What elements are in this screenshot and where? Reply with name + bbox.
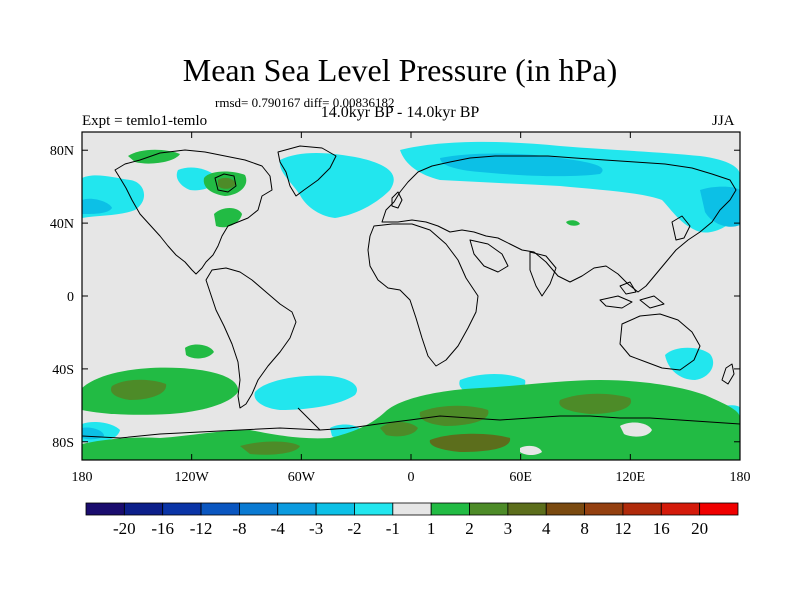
colorbar-label: 4 xyxy=(542,519,551,538)
colorbar-swatch xyxy=(507,502,547,516)
lat-tick-label: 40N xyxy=(50,217,74,232)
coastline-africa xyxy=(367,223,479,367)
colorbar-swatch xyxy=(545,502,585,516)
lat-tick-label: 80N xyxy=(50,144,74,159)
axis-ticks: 180 120W 60W 0 60E 120E 180 80N 40N 0 40S 80S xyxy=(50,132,751,485)
coastline-maritime xyxy=(599,281,665,309)
colorbar: -20 -16 -12 -8 -4 -3 -2 -1 1 2 3 4 8 12 16 20 xyxy=(85,502,739,538)
colorbar-swatch xyxy=(392,502,432,516)
gap-antarctic-2 xyxy=(520,445,542,455)
colorbar-swatch xyxy=(660,502,701,516)
negative-anomaly-north-atlantic xyxy=(279,153,394,218)
positive-anomaly-central-asia xyxy=(566,220,580,226)
colorbar-swatch xyxy=(277,502,317,516)
colorbar-label: 20 xyxy=(691,519,708,538)
lon-tick-label: 180 xyxy=(72,470,93,485)
colorbar-label: -1 xyxy=(386,519,400,538)
colorbar-swatch xyxy=(469,502,509,516)
positive-anomaly-antarctic-interior-2 xyxy=(240,441,300,455)
colorbar-label: -8 xyxy=(232,519,246,538)
negative-anomaly-north-pacific-east-core xyxy=(82,198,112,214)
colorbar-label: 2 xyxy=(465,519,474,538)
positive-anomaly-great-lakes xyxy=(214,208,242,228)
lat-tick-label: 40S xyxy=(52,363,74,378)
negative-anomaly-bering-core xyxy=(700,186,740,227)
colorbar-label: 8 xyxy=(580,519,589,538)
lon-tick-label: 60W xyxy=(288,470,316,485)
colorbar-swatch xyxy=(85,502,125,516)
coastline-antarctic-peninsula xyxy=(297,407,321,431)
colorbar-swatch xyxy=(622,502,662,516)
lon-tick-label: 60E xyxy=(509,470,532,485)
positive-anomaly-southern-belt-core-3 xyxy=(380,422,418,437)
colorbar-swatch xyxy=(123,502,164,516)
coastline-north-america xyxy=(114,149,273,275)
positive-anomaly-southern-belt-core-1 xyxy=(419,405,489,426)
gap-antarctic-1 xyxy=(620,422,652,437)
colorbar-label: 1 xyxy=(427,519,436,538)
coastline-australia xyxy=(619,313,701,371)
colorbar-label: 3 xyxy=(504,519,513,538)
colorbar-swatch xyxy=(699,502,739,516)
lon-tick-label: 120E xyxy=(616,470,646,485)
coastline-south-america xyxy=(205,267,297,409)
positive-anomaly-southern-belt-core-2 xyxy=(559,393,632,414)
map-title: Mean Sea Level Pressure (in hPa) xyxy=(182,52,618,88)
colorbar-label: -16 xyxy=(151,519,174,538)
positive-anomaly-antarctic-interior xyxy=(429,433,511,452)
coastline-eurasia xyxy=(381,155,737,293)
colorbar-label: -2 xyxy=(347,519,361,538)
coastline-hudson-bay xyxy=(214,173,237,193)
positive-anomaly-south-pacific-small xyxy=(185,344,214,359)
coastline-india xyxy=(529,251,557,297)
colorbar-label: -12 xyxy=(190,519,213,538)
lon-tick-label: 180 xyxy=(730,470,751,485)
colorbar-swatch xyxy=(430,502,470,516)
coastline-uk xyxy=(391,191,403,209)
lon-tick-label: 0 xyxy=(408,470,415,485)
lat-tick-label: 80S xyxy=(52,436,74,451)
colorbar-swatch xyxy=(315,502,355,516)
coastline-new-zealand xyxy=(721,363,735,385)
colorbar-label: 16 xyxy=(653,519,670,538)
colorbar-label: -4 xyxy=(271,519,286,538)
negative-anomaly-south-america xyxy=(254,375,358,410)
positive-anomaly-hudson-core xyxy=(218,177,236,189)
negative-anomaly-arctic-core xyxy=(440,153,603,177)
stats-text: rmsd= 0.790167 diff= 0.00836182 xyxy=(215,95,395,110)
lat-tick-label: 0 xyxy=(67,290,74,305)
coastlines xyxy=(82,145,740,439)
colorbar-swatch xyxy=(354,502,394,516)
positive-anomaly-south-pacific-west-core xyxy=(110,379,167,400)
coastline-japan xyxy=(671,215,691,241)
colorbar-swatch xyxy=(200,502,240,516)
colorbar-label: -20 xyxy=(113,519,136,538)
coastline-antarctica xyxy=(82,415,740,439)
period-label: 14.0kyr BP - 14.0kyr BP xyxy=(320,104,480,121)
season-label: JJA xyxy=(712,113,735,129)
colorbar-label: -3 xyxy=(309,519,323,538)
coastline-arabia xyxy=(469,239,509,273)
colorbar-swatch xyxy=(584,502,624,516)
colorbar-label: 12 xyxy=(614,519,631,538)
lon-tick-label: 120W xyxy=(175,470,210,485)
colorbar-swatch xyxy=(162,502,202,516)
experiment-label: Expt = temlo1-temlo xyxy=(82,113,208,129)
colorbar-swatch xyxy=(239,502,279,516)
coastline-greenland xyxy=(277,145,337,197)
